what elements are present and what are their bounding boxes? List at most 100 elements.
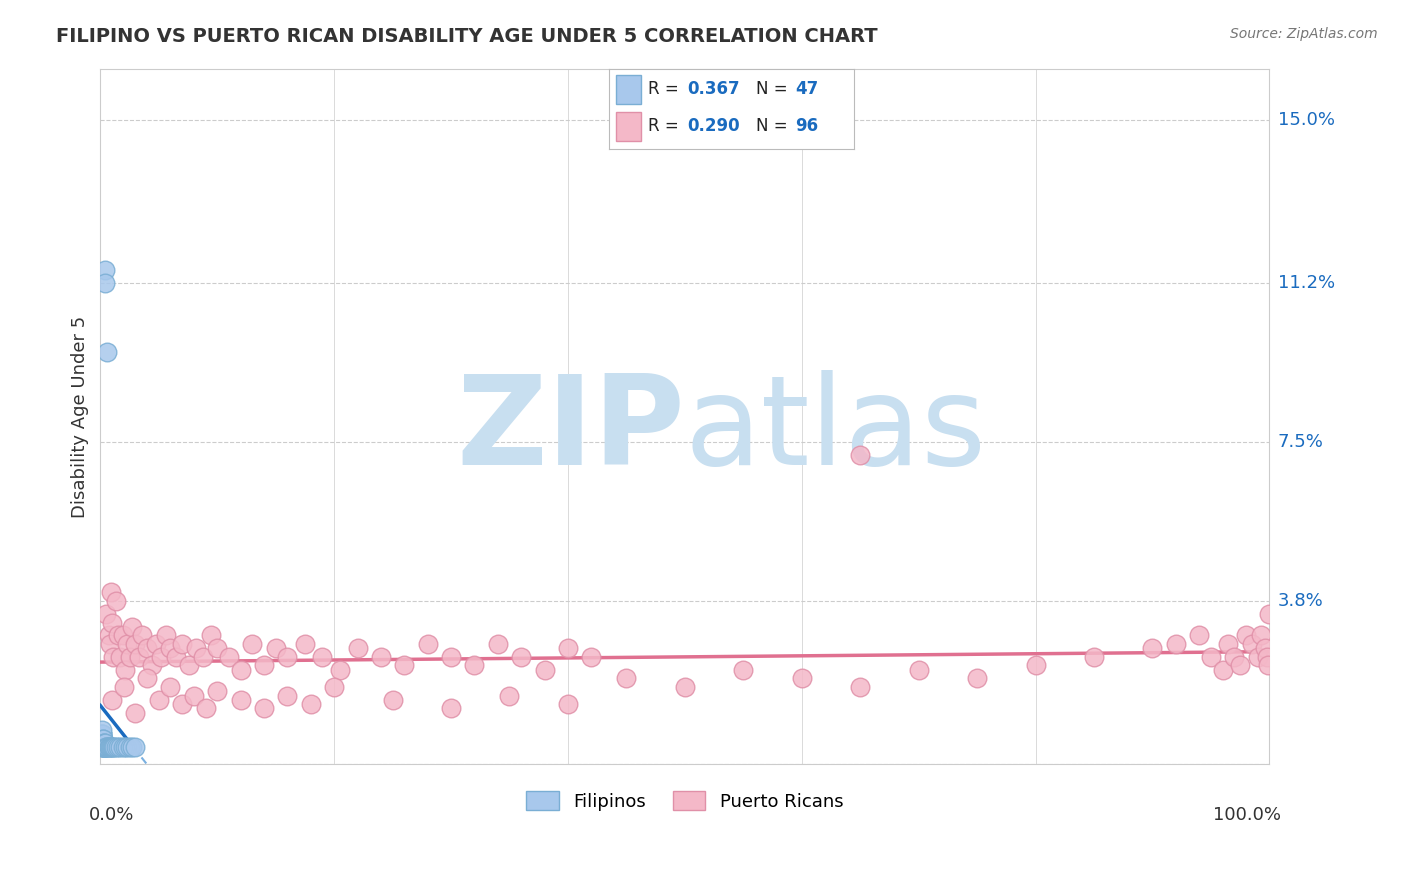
- Point: [128, 649, 150, 664]
- Point: [93, 740, 115, 755]
- Point: [112, 680, 135, 694]
- Point: [91, 731, 114, 746]
- Point: [159, 641, 181, 656]
- Point: [253, 658, 276, 673]
- Point: [124, 740, 146, 755]
- Text: FILIPINO VS PUERTO RICAN DISABILITY AGE UNDER 5 CORRELATION CHART: FILIPINO VS PUERTO RICAN DISABILITY AGE …: [56, 27, 877, 45]
- Point: [111, 628, 134, 642]
- Point: [91, 731, 114, 746]
- Point: [110, 649, 132, 664]
- Point: [90, 727, 112, 741]
- Point: [104, 740, 127, 755]
- Point: [394, 658, 416, 673]
- Point: [159, 680, 181, 694]
- Point: [90, 740, 112, 755]
- Point: [107, 628, 129, 642]
- Point: [1164, 637, 1187, 651]
- Point: [486, 637, 509, 651]
- Point: [96, 740, 118, 755]
- Text: 15.0%: 15.0%: [1278, 112, 1334, 129]
- Point: [94, 736, 117, 750]
- Point: [136, 672, 159, 686]
- Point: [207, 641, 229, 656]
- Point: [1234, 628, 1257, 642]
- Point: [790, 672, 813, 686]
- Point: [849, 448, 872, 462]
- Point: [381, 693, 404, 707]
- Point: [93, 736, 115, 750]
- Point: [103, 740, 125, 755]
- Point: [90, 740, 112, 755]
- Point: [200, 628, 222, 642]
- Point: [1024, 658, 1046, 673]
- Point: [276, 689, 298, 703]
- Point: [91, 740, 114, 755]
- Point: [616, 672, 638, 686]
- Point: [311, 649, 333, 664]
- Point: [114, 663, 136, 677]
- Point: [533, 663, 555, 677]
- Point: [1250, 628, 1272, 642]
- Point: [94, 740, 117, 755]
- Point: [276, 649, 298, 664]
- Point: [1240, 637, 1263, 651]
- Point: [91, 736, 114, 750]
- Text: 100.0%: 100.0%: [1213, 806, 1281, 824]
- Point: [150, 649, 173, 664]
- Text: atlas: atlas: [685, 370, 987, 491]
- Point: [253, 701, 276, 715]
- Point: [93, 736, 115, 750]
- Point: [97, 628, 120, 642]
- Point: [111, 740, 134, 755]
- Point: [90, 736, 112, 750]
- Point: [1257, 658, 1279, 673]
- Point: [1256, 649, 1278, 664]
- Point: [148, 693, 170, 707]
- Point: [510, 649, 533, 664]
- Point: [440, 649, 463, 664]
- Text: 11.2%: 11.2%: [1278, 274, 1334, 293]
- Point: [136, 641, 159, 656]
- Point: [557, 641, 579, 656]
- Point: [172, 637, 194, 651]
- Point: [229, 693, 252, 707]
- Point: [581, 649, 603, 664]
- Point: [557, 697, 579, 711]
- Point: [346, 641, 368, 656]
- Point: [96, 740, 118, 755]
- Point: [121, 740, 143, 755]
- Point: [124, 706, 146, 720]
- Text: 3.8%: 3.8%: [1278, 592, 1323, 610]
- Point: [96, 345, 118, 359]
- Point: [98, 637, 121, 651]
- Legend: Filipinos, Puerto Ricans: Filipinos, Puerto Ricans: [519, 784, 851, 818]
- Point: [194, 701, 217, 715]
- Point: [193, 649, 215, 664]
- Point: [240, 637, 263, 651]
- Point: [93, 740, 115, 755]
- Point: [96, 607, 118, 621]
- Point: [118, 649, 141, 664]
- Point: [179, 658, 201, 673]
- Point: [131, 628, 153, 642]
- Point: [498, 689, 520, 703]
- Point: [1253, 641, 1275, 656]
- Point: [97, 740, 120, 755]
- Point: [94, 740, 117, 755]
- Point: [121, 620, 143, 634]
- Point: [101, 615, 124, 630]
- Point: [145, 637, 167, 651]
- Point: [329, 663, 352, 677]
- Point: [1223, 649, 1246, 664]
- Point: [91, 740, 114, 755]
- Point: [155, 628, 177, 642]
- Point: [1258, 607, 1281, 621]
- Point: [1083, 649, 1105, 664]
- Point: [101, 693, 124, 707]
- Point: [94, 263, 117, 277]
- Point: [90, 727, 112, 741]
- Point: [114, 740, 136, 755]
- Point: [91, 736, 114, 750]
- Point: [101, 740, 124, 755]
- Point: [294, 637, 316, 651]
